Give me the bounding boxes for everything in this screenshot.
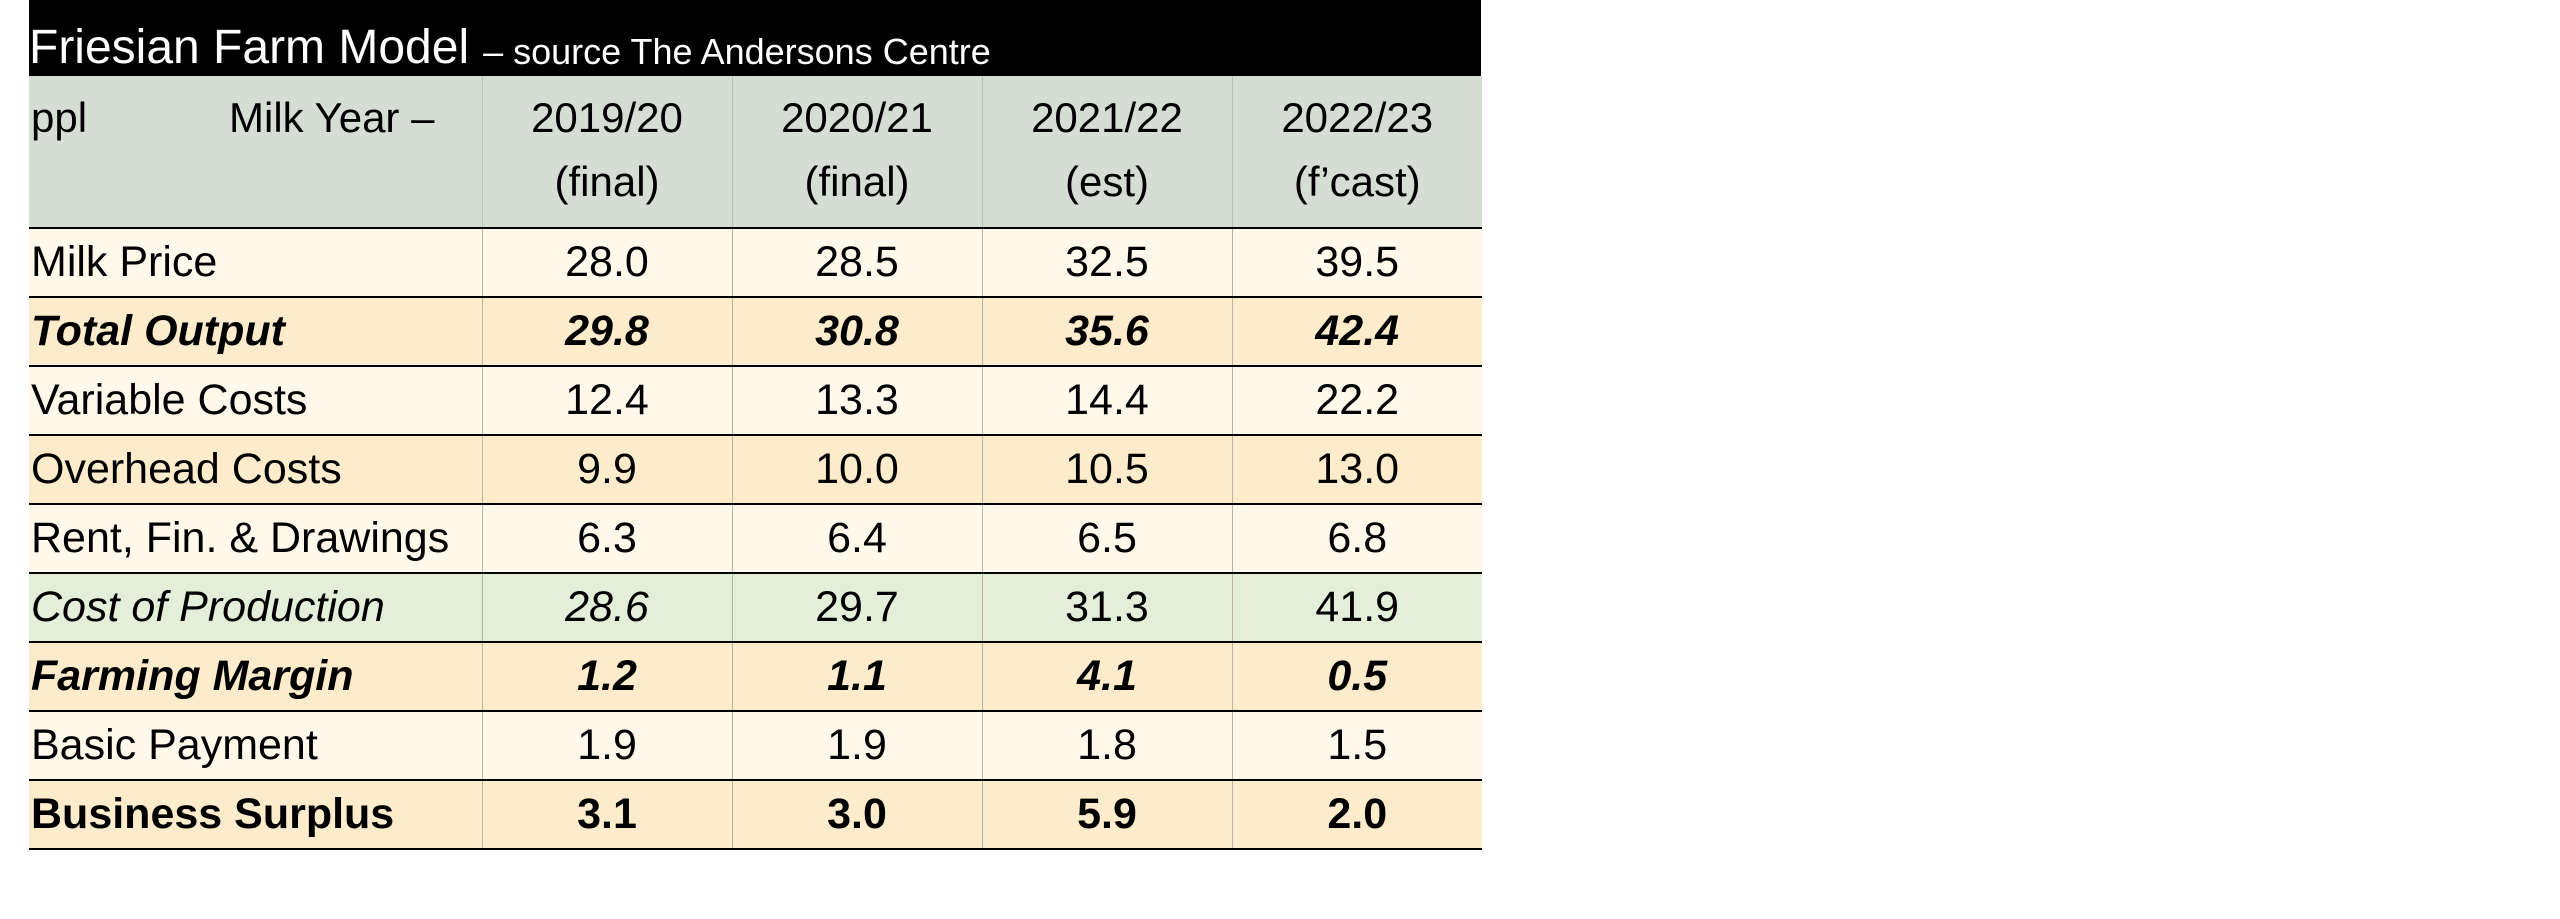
- value-cell: 1.2: [481, 642, 732, 712]
- row-label: Rent, Fin. & Drawings: [29, 504, 482, 574]
- year-label: 2020/21: [781, 94, 933, 141]
- value-cell: 2.0: [1231, 780, 1482, 850]
- value-cell: 3.0: [731, 780, 982, 850]
- value-cell: 28.0: [481, 227, 732, 298]
- value-cell: 6.4: [731, 504, 982, 574]
- value-cell: 9.9: [481, 435, 732, 505]
- value-cell: 41.9: [1231, 573, 1482, 643]
- row-milk-price: Milk Price 28.0 28.5 32.5 39.5: [29, 227, 1482, 298]
- table-title: Friesian Farm Model: [29, 21, 470, 74]
- row-rent-fin-drawings: Rent, Fin. & Drawings 6.3 6.4 6.5 6.8: [29, 504, 1482, 574]
- title-bar: Friesian Farm Model – source The Anderso…: [29, 0, 1481, 76]
- year-status: (final): [554, 158, 660, 205]
- value-cell: 6.8: [1231, 504, 1482, 574]
- milk-year-label: Milk Year –: [229, 94, 435, 141]
- row-variable-costs: Variable Costs 12.4 13.3 14.4 22.2: [29, 366, 1482, 436]
- value-cell: 14.4: [981, 366, 1232, 436]
- value-cell: 4.1: [981, 642, 1232, 712]
- header-label-cell: ppl Milk Year –: [29, 76, 482, 228]
- year-label: 2022/23: [1281, 94, 1434, 141]
- unit-label: ppl: [31, 94, 88, 141]
- value-cell: 29.7: [731, 573, 982, 643]
- value-cell: 13.3: [731, 366, 982, 436]
- year-status: (est): [1065, 158, 1149, 205]
- farm-model-table: ppl Milk Year – 2019/20 (final) 2020/21 …: [29, 76, 1482, 850]
- header-year-2020: 2020/21 (final): [731, 76, 982, 228]
- value-cell: 1.9: [731, 711, 982, 781]
- header-row: ppl Milk Year – 2019/20 (final) 2020/21 …: [29, 76, 1482, 228]
- year-status: (f’cast): [1293, 158, 1421, 205]
- value-cell: 30.8: [731, 297, 982, 367]
- value-cell: 22.2: [1231, 366, 1482, 436]
- year-label: 2021/22: [1031, 94, 1183, 141]
- row-farming-margin: Farming Margin 1.2 1.1 4.1 0.5: [29, 642, 1482, 712]
- row-cost-of-production: Cost of Production 28.6 29.7 31.3 41.9: [29, 573, 1482, 643]
- value-cell: 31.3: [981, 573, 1232, 643]
- value-cell: 29.8: [481, 297, 732, 367]
- value-cell: 28.6: [481, 573, 732, 643]
- row-business-surplus: Business Surplus 3.1 3.0 5.9 2.0: [29, 780, 1482, 850]
- value-cell: 1.9: [481, 711, 732, 781]
- table-source: – source The Andersons Centre: [483, 31, 991, 73]
- value-cell: 39.5: [1231, 227, 1482, 298]
- value-cell: 32.5: [981, 227, 1232, 298]
- row-label: Total Output: [29, 297, 482, 367]
- value-cell: 6.3: [481, 504, 732, 574]
- farm-model-table-sheet: Friesian Farm Model – source The Anderso…: [29, 0, 1482, 850]
- value-cell: 6.5: [981, 504, 1232, 574]
- row-overhead-costs: Overhead Costs 9.9 10.0 10.5 13.0: [29, 435, 1482, 505]
- year-status: (final): [804, 158, 910, 205]
- value-cell: 3.1: [481, 780, 732, 850]
- value-cell: 1.5: [1231, 711, 1482, 781]
- value-cell: 1.8: [981, 711, 1232, 781]
- header-year-2021: 2021/22 (est): [981, 76, 1232, 228]
- row-basic-payment: Basic Payment 1.9 1.9 1.8 1.5: [29, 711, 1482, 781]
- row-label: Cost of Production: [29, 573, 482, 643]
- value-cell: 28.5: [731, 227, 982, 298]
- year-label: 2019/20: [531, 94, 683, 141]
- row-total-output: Total Output 29.8 30.8 35.6 42.4: [29, 297, 1482, 367]
- value-cell: 10.0: [731, 435, 982, 505]
- row-label: Farming Margin: [29, 642, 482, 712]
- row-label: Milk Price: [29, 227, 482, 298]
- value-cell: 13.0: [1231, 435, 1482, 505]
- row-label: Overhead Costs: [29, 435, 482, 505]
- value-cell: 35.6: [981, 297, 1232, 367]
- header-year-2019: 2019/20 (final): [481, 76, 732, 228]
- value-cell: 5.9: [981, 780, 1232, 850]
- row-label: Business Surplus: [29, 780, 482, 850]
- row-label: Variable Costs: [29, 366, 482, 436]
- row-label: Basic Payment: [29, 711, 482, 781]
- value-cell: 10.5: [981, 435, 1232, 505]
- header-year-2022: 2022/23 (f’cast): [1231, 76, 1482, 228]
- value-cell: 0.5: [1231, 642, 1482, 712]
- value-cell: 42.4: [1231, 297, 1482, 367]
- value-cell: 12.4: [481, 366, 732, 436]
- value-cell: 1.1: [731, 642, 982, 712]
